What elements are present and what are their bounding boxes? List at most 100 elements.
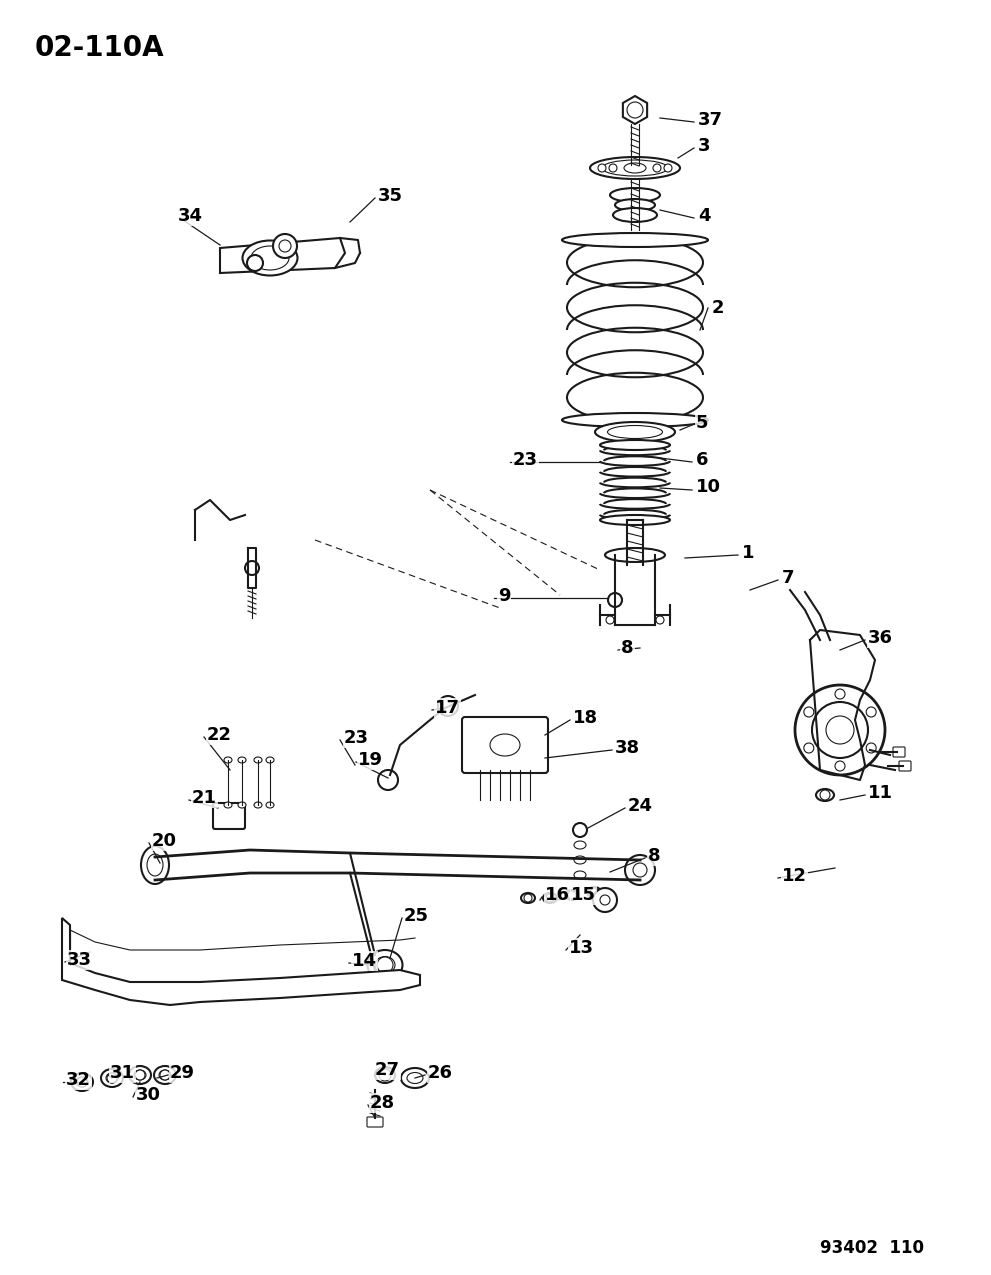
Ellipse shape <box>266 802 274 808</box>
Circle shape <box>573 822 587 836</box>
Circle shape <box>609 164 617 172</box>
Text: 4: 4 <box>698 207 711 224</box>
Text: 30: 30 <box>136 1086 161 1104</box>
Text: 33: 33 <box>67 951 92 969</box>
Text: 13: 13 <box>569 938 594 958</box>
Circle shape <box>377 958 393 973</box>
Ellipse shape <box>375 1067 395 1082</box>
Ellipse shape <box>243 241 297 275</box>
Circle shape <box>378 770 398 790</box>
Ellipse shape <box>574 871 586 878</box>
Circle shape <box>826 717 854 745</box>
Text: 02-110A: 02-110A <box>35 34 165 62</box>
Ellipse shape <box>147 854 163 876</box>
Ellipse shape <box>587 887 601 898</box>
Text: 8: 8 <box>648 847 661 864</box>
Ellipse shape <box>600 440 670 450</box>
Text: 38: 38 <box>615 740 640 757</box>
Circle shape <box>866 743 876 754</box>
Ellipse shape <box>521 892 535 903</box>
Ellipse shape <box>134 1070 146 1080</box>
Ellipse shape <box>574 856 586 864</box>
Text: 29: 29 <box>170 1065 195 1082</box>
Text: 16: 16 <box>545 886 570 904</box>
Circle shape <box>438 696 458 717</box>
Text: 32: 32 <box>66 1071 91 1089</box>
Circle shape <box>593 887 617 912</box>
Ellipse shape <box>224 757 232 762</box>
Ellipse shape <box>251 246 289 270</box>
Ellipse shape <box>224 802 232 808</box>
Circle shape <box>656 616 664 623</box>
Text: 93402  110: 93402 110 <box>820 1239 924 1257</box>
FancyBboxPatch shape <box>893 747 905 757</box>
Ellipse shape <box>574 842 586 849</box>
Text: 19: 19 <box>358 751 383 769</box>
Text: 15: 15 <box>571 886 596 904</box>
Text: 27: 27 <box>375 1061 400 1079</box>
Circle shape <box>568 891 576 899</box>
Circle shape <box>546 894 554 901</box>
Text: 37: 37 <box>698 111 723 129</box>
Circle shape <box>598 164 606 172</box>
Text: 31: 31 <box>110 1065 135 1082</box>
Text: 35: 35 <box>378 187 403 205</box>
FancyBboxPatch shape <box>462 717 548 773</box>
Circle shape <box>247 255 263 272</box>
Text: 26: 26 <box>428 1065 453 1082</box>
Ellipse shape <box>129 1066 151 1084</box>
Ellipse shape <box>238 757 246 762</box>
Ellipse shape <box>565 890 579 900</box>
Ellipse shape <box>407 1072 423 1084</box>
Circle shape <box>804 708 814 717</box>
Text: 23: 23 <box>344 729 369 747</box>
Circle shape <box>812 703 868 759</box>
Circle shape <box>820 790 830 799</box>
Ellipse shape <box>613 208 657 222</box>
Text: 34: 34 <box>178 207 203 224</box>
Circle shape <box>160 1070 170 1080</box>
Ellipse shape <box>375 956 395 974</box>
Ellipse shape <box>76 1077 88 1088</box>
Text: 10: 10 <box>696 478 721 496</box>
Ellipse shape <box>490 734 520 756</box>
Circle shape <box>107 1074 117 1082</box>
Ellipse shape <box>562 413 708 427</box>
Text: 8: 8 <box>621 639 633 657</box>
Polygon shape <box>623 96 647 124</box>
Circle shape <box>835 761 845 771</box>
Ellipse shape <box>607 426 663 439</box>
Ellipse shape <box>605 548 665 562</box>
Circle shape <box>633 863 647 877</box>
Circle shape <box>273 235 297 258</box>
Text: 22: 22 <box>207 725 232 745</box>
Circle shape <box>379 1068 391 1081</box>
Circle shape <box>77 1077 87 1088</box>
Ellipse shape <box>106 1074 118 1082</box>
Ellipse shape <box>562 233 708 247</box>
Ellipse shape <box>602 159 668 176</box>
Ellipse shape <box>266 757 274 762</box>
Ellipse shape <box>154 1066 176 1084</box>
Circle shape <box>245 561 259 575</box>
Text: 1: 1 <box>742 544 754 562</box>
Ellipse shape <box>624 163 646 173</box>
Circle shape <box>653 164 661 172</box>
Text: 25: 25 <box>404 907 429 924</box>
Circle shape <box>866 708 876 717</box>
Circle shape <box>524 894 532 901</box>
Ellipse shape <box>816 789 834 801</box>
Text: 12: 12 <box>782 867 807 885</box>
Circle shape <box>590 887 598 896</box>
Ellipse shape <box>600 515 670 525</box>
Ellipse shape <box>141 847 169 884</box>
Ellipse shape <box>401 1068 429 1088</box>
Circle shape <box>625 856 655 885</box>
Ellipse shape <box>254 802 262 808</box>
Polygon shape <box>220 238 345 273</box>
Ellipse shape <box>101 1068 123 1088</box>
Circle shape <box>627 102 643 119</box>
FancyBboxPatch shape <box>213 803 245 829</box>
Text: 21: 21 <box>192 789 217 807</box>
Text: 7: 7 <box>782 569 795 586</box>
